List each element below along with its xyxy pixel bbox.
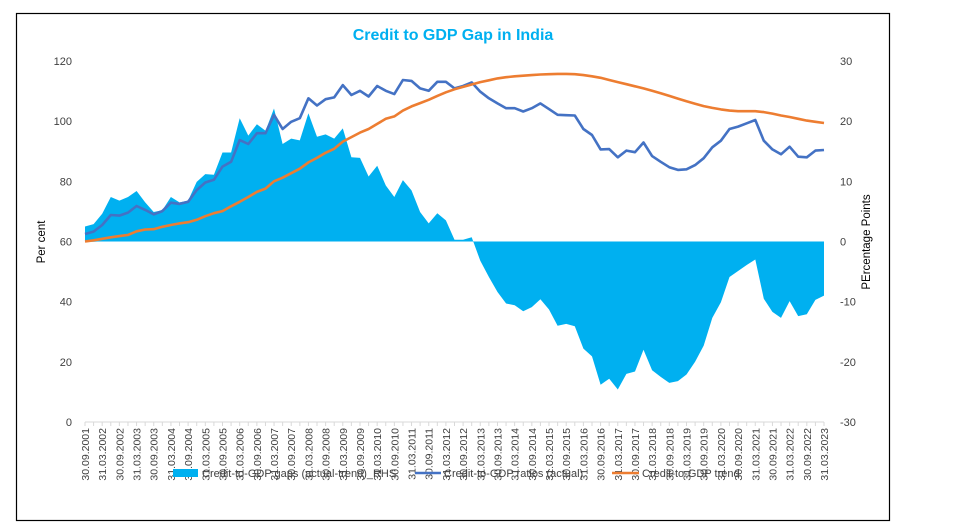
legend-label-ratio: Credit-to-GDP ratios (actual) [444,468,583,480]
x-tick-label: 31.03.2016 [578,428,590,481]
x-tick-label: 31.03.2020 [716,428,728,481]
x-tick-label: 30.09.2004 [183,428,195,481]
chart-title: Credit to GDP Gap in India [353,27,554,44]
x-tick-label: 31.03.2022 [785,428,797,481]
x-tick-label: 30.09.2007 [286,428,298,481]
y2-tick-label: -10 [840,297,856,309]
y2-axis-title: PErcentage Points [861,194,873,290]
x-tick-label: 30.09.2017 [630,428,642,481]
y2-tick-label: -30 [840,417,856,429]
x-tick-label: 30.09.2008 [321,428,333,481]
x-tick-label: 30.09.2022 [802,428,814,481]
x-tick-label: 30.09.2016 [596,428,608,481]
legend-label-gap: Credit-to-GDP gaps (actual-trend)_RHS [202,468,396,480]
y2-tick-label: 30 [840,56,852,68]
x-tick-label: 30.09.2001 [80,428,92,481]
x-tick-label: 31.03.2021 [750,428,762,481]
x-tick-label: 30.09.2019 [699,428,711,481]
x-tick-label: 30.09.2015 [561,428,573,481]
gap-area [85,108,824,390]
x-tick-label: 30.09.2021 [767,428,779,481]
x-tick-label: 30.09.2010 [389,428,401,481]
x-tick-label: 30.09.2009 [355,428,367,481]
y2-tick-label: -20 [840,357,856,369]
y2-tick-label: 10 [840,176,852,188]
x-tick-label: 30.09.2012 [458,428,470,481]
x-tick-label: 31.03.2018 [647,428,659,481]
x-tick-label: 30.09.2013 [493,428,505,481]
legend: Credit-to-GDP gaps (actual-trend)_RHS Cr… [173,468,740,480]
x-tick-label: 31.03.2013 [475,428,487,481]
y-tick-label: 40 [60,297,72,309]
x-tick-label: 31.03.2009 [338,428,350,481]
x-tick-label: 31.03.2014 [510,428,522,481]
x-tick-label: 31.03.2019 [682,428,694,481]
y-tick-label: 80 [60,176,72,188]
x-tick-label: 31.03.2005 [200,428,212,481]
x-tick-label: 31.03.2011 [407,428,419,480]
y2-tick-label: 20 [840,116,852,128]
x-tick-label: 31.03.2012 [441,428,453,481]
x-tick-label: 31.03.2015 [544,428,556,481]
x-tick-label: 31.03.2023 [819,428,831,481]
y-tick-label: 100 [54,116,72,128]
chart-border [15,12,891,522]
x-tick-label: 31.03.2004 [166,428,178,481]
x-tick-label: 30.09.2020 [733,428,745,481]
y-tick-label: 20 [60,357,72,369]
x-tick-label: 30.09.2005 [218,428,230,481]
x-tick-label: 30.09.2002 [114,428,126,481]
y-axis-title: Per cent [36,220,48,264]
legend-swatch-gap [173,469,198,477]
x-tick-label: 31.03.2010 [372,428,384,481]
x-tick-label: 31.03.2017 [613,428,625,481]
y2-tick-label: 0 [840,237,846,249]
x-tick-label: 30.09.2018 [664,428,676,481]
y-tick-label: 60 [60,237,72,249]
x-tick-label: 31.03.2008 [303,428,315,481]
x-tick-label: 30.09.2011 [424,428,436,480]
x-tick-label: 31.03.2002 [97,428,109,481]
legend-label-trend: Credit-to-GDP trend [642,468,740,480]
trend-line [84,72,825,243]
y-tick-label: 0 [66,417,72,429]
x-tick-label: 31.03.2007 [269,428,281,481]
x-tick-label: 31.03.2006 [235,428,247,481]
y-tick-label: 120 [54,56,72,68]
x-tick-label: 30.09.2003 [149,428,161,481]
x-tick-label: 30.09.2014 [527,428,539,481]
x-tick-label: 30.09.2006 [252,428,264,481]
x-tick-label: 31.03.2003 [132,428,144,481]
